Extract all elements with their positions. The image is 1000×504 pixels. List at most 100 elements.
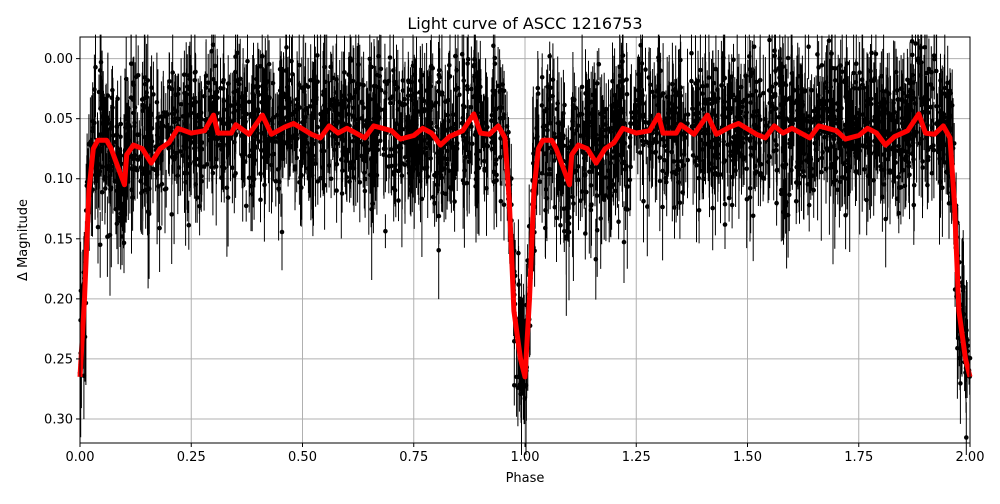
data-point xyxy=(418,133,423,139)
data-point xyxy=(938,78,943,83)
data-point xyxy=(405,159,411,164)
data-point xyxy=(640,134,645,139)
data-point xyxy=(114,132,119,138)
data-point xyxy=(616,219,621,224)
data-point xyxy=(171,106,177,111)
data-point xyxy=(328,64,334,70)
data-point xyxy=(402,155,408,160)
data-point xyxy=(796,94,802,100)
data-point xyxy=(199,116,204,122)
data-point xyxy=(664,94,670,100)
data-point xyxy=(769,84,775,90)
data-point xyxy=(472,57,477,62)
data-point xyxy=(193,99,198,105)
data-point xyxy=(359,153,364,159)
data-point xyxy=(322,64,327,70)
data-point xyxy=(905,93,911,99)
data-point xyxy=(372,93,377,99)
data-point xyxy=(929,170,935,176)
data-point xyxy=(588,203,594,208)
data-point xyxy=(218,117,223,122)
data-point xyxy=(105,117,111,122)
data-point xyxy=(244,111,249,117)
data-point xyxy=(135,157,141,163)
data-point xyxy=(877,100,883,106)
data-point xyxy=(467,155,473,161)
data-point xyxy=(893,160,898,165)
data-point xyxy=(622,140,628,146)
data-point xyxy=(350,113,356,119)
data-point xyxy=(747,186,753,191)
data-point xyxy=(702,99,708,105)
data-point xyxy=(770,94,775,100)
data-point xyxy=(327,101,333,106)
data-point xyxy=(421,109,427,114)
data-point xyxy=(273,139,279,144)
data-point xyxy=(881,152,887,157)
data-point xyxy=(959,280,965,285)
data-point xyxy=(945,80,950,86)
data-point xyxy=(702,141,707,146)
data-point xyxy=(725,142,730,147)
data-point xyxy=(105,121,111,126)
data-point xyxy=(419,157,424,163)
data-point xyxy=(654,131,660,136)
data-point xyxy=(754,169,760,175)
data-point xyxy=(820,150,825,155)
data-point xyxy=(680,190,685,195)
data-point xyxy=(127,166,133,171)
data-point xyxy=(646,75,652,80)
data-point xyxy=(424,164,430,170)
data-point xyxy=(756,158,761,163)
data-point xyxy=(240,107,246,112)
data-point xyxy=(498,136,503,141)
data-point xyxy=(722,158,728,163)
data-point xyxy=(883,131,888,136)
data-point xyxy=(925,182,930,188)
data-point xyxy=(790,117,796,123)
data-point xyxy=(757,77,763,83)
data-point xyxy=(895,97,900,102)
data-point xyxy=(413,90,418,96)
data-point xyxy=(603,175,609,180)
data-point xyxy=(439,165,444,171)
data-point xyxy=(655,125,660,131)
data-point xyxy=(334,188,339,193)
data-point xyxy=(453,87,458,92)
data-point xyxy=(114,124,119,129)
data-point xyxy=(811,108,817,114)
data-point xyxy=(299,85,305,91)
data-point xyxy=(685,112,691,117)
data-point xyxy=(843,122,848,128)
data-point xyxy=(828,144,834,149)
data-point xyxy=(839,105,844,111)
data-point xyxy=(452,199,457,204)
data-point xyxy=(750,113,755,118)
data-point xyxy=(833,169,839,174)
data-point xyxy=(851,130,857,135)
data-point xyxy=(860,112,865,117)
data-point xyxy=(666,106,672,112)
data-point xyxy=(781,107,786,112)
data-point xyxy=(705,131,711,137)
data-point xyxy=(757,93,763,98)
data-point xyxy=(143,164,149,169)
data-point xyxy=(907,172,912,178)
data-point xyxy=(352,124,357,130)
data-point xyxy=(694,120,699,126)
data-point xyxy=(550,93,555,99)
y-tick-label: 0.00 xyxy=(44,52,73,67)
data-point xyxy=(187,76,193,82)
data-point xyxy=(750,213,756,219)
data-point xyxy=(342,145,348,151)
data-point xyxy=(464,130,469,135)
data-point xyxy=(360,142,366,147)
data-point xyxy=(315,179,321,184)
data-point xyxy=(258,139,263,144)
data-point xyxy=(731,150,737,156)
data-point xyxy=(706,75,712,80)
data-point xyxy=(242,159,248,164)
data-point xyxy=(390,94,396,99)
data-point xyxy=(845,144,851,150)
